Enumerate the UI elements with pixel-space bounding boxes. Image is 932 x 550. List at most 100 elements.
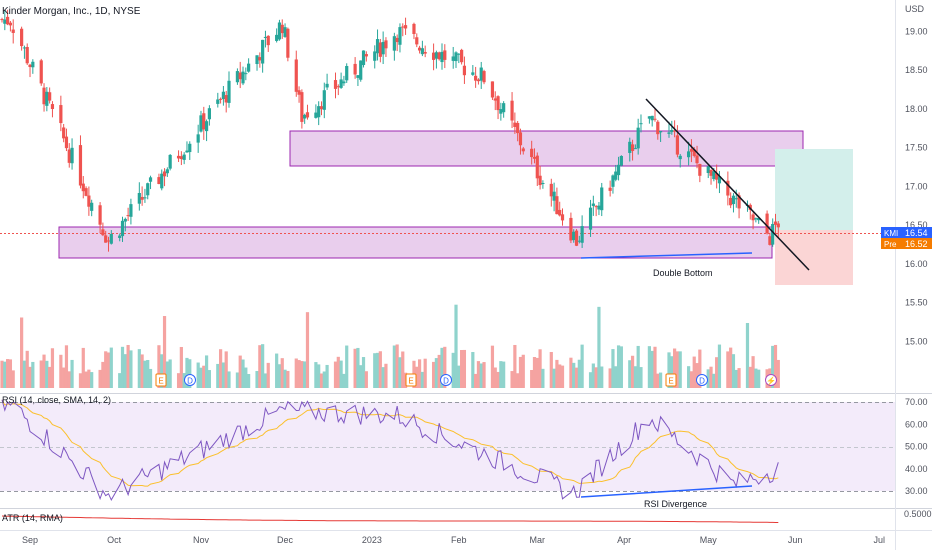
- volume-bar: [176, 373, 181, 388]
- rsi-divergence-line[interactable]: [580, 485, 753, 498]
- candle-body: [67, 149, 71, 163]
- candle-body: [594, 206, 598, 208]
- price-tick-label: 17.50: [905, 143, 928, 153]
- candle-body: [476, 79, 481, 82]
- candle-body: [216, 99, 220, 104]
- candle-body: [176, 155, 181, 159]
- candle-body: [560, 214, 565, 221]
- volume-bar: [238, 355, 242, 388]
- support-zone[interactable]: [58, 226, 773, 259]
- volume-bar: [614, 366, 618, 388]
- volume-bar: [247, 373, 251, 388]
- candle-body: [104, 235, 108, 243]
- earnings-icon: [405, 373, 417, 387]
- volume-bar: [594, 367, 598, 388]
- candle-body: [373, 51, 377, 61]
- volume-bar: [600, 366, 604, 388]
- candle-body: [227, 80, 231, 103]
- event-marker-dividend[interactable]: D: [440, 374, 452, 386]
- candle-body: [633, 148, 637, 150]
- event-marker-earnings[interactable]: E: [155, 373, 167, 387]
- volume-bar: [776, 359, 780, 388]
- double-bottom-label: Double Bottom: [653, 268, 713, 278]
- event-markers[interactable]: E D E D E D ⚡: [155, 373, 777, 387]
- volume-bar: [78, 373, 83, 388]
- volume-bar: [48, 366, 52, 388]
- volume-bar: [745, 323, 750, 388]
- rsi-tick-label: 60.00: [905, 419, 928, 429]
- price-axis[interactable]: 19.00 18.50 18.00 17.50 17.00 16.50 16.00 15.50…: [905, 26, 928, 346]
- volume-bar: [569, 357, 573, 388]
- volume-bar: [734, 369, 738, 388]
- volume-bar: [345, 345, 349, 388]
- volume-bar: [513, 344, 517, 388]
- volume-bar: [695, 363, 699, 388]
- candle-body: [619, 155, 623, 166]
- event-marker-earnings[interactable]: E: [405, 373, 417, 387]
- candle-body: [266, 35, 270, 46]
- event-marker-dividend[interactable]: D: [184, 374, 196, 386]
- time-axis[interactable]: Sep Oct Nov Dec 2023 Feb Mar Apr May Jun Jul: [22, 535, 885, 545]
- event-marker-split[interactable]: ⚡: [765, 374, 777, 386]
- dividend-icon: [184, 374, 196, 386]
- volume-bar: [479, 363, 483, 388]
- candle-body: [244, 73, 248, 75]
- volume-bar: [712, 373, 716, 388]
- volume-bar: [381, 367, 385, 388]
- candle-body: [140, 196, 144, 200]
- candle-body: [241, 71, 245, 84]
- volume-bar: [692, 356, 696, 388]
- volume-bar: [401, 351, 405, 388]
- volume-bar: [98, 369, 102, 388]
- candle-body: [434, 52, 438, 59]
- candle-body: [692, 149, 696, 156]
- volume-bar: [678, 351, 682, 388]
- resistance-zone[interactable]: [289, 130, 804, 167]
- candle-body: [375, 39, 380, 54]
- volume-bar: [277, 364, 282, 388]
- price-tick-label: 19.00: [905, 26, 928, 36]
- double-bottom-line[interactable]: [580, 252, 753, 259]
- volume-bar: [658, 372, 663, 388]
- candle-body: [31, 61, 35, 68]
- stop-box[interactable]: [775, 230, 853, 285]
- volume-bar: [532, 357, 537, 388]
- candle-body: [314, 112, 318, 118]
- volume-bar: [628, 360, 632, 388]
- rsi-tick-label: 40.00: [905, 464, 928, 474]
- candle-body: [218, 98, 223, 100]
- candle-body: [420, 48, 424, 55]
- candle-body: [263, 36, 268, 38]
- candle-body: [471, 72, 475, 75]
- volume-bar: [305, 312, 310, 388]
- candle-body: [28, 64, 32, 68]
- event-marker-dividend[interactable]: D: [696, 374, 708, 386]
- candle-body: [185, 150, 189, 153]
- time-tick-label: Mar: [530, 535, 546, 545]
- candle-body: [731, 195, 736, 205]
- volume-bar: [221, 362, 226, 388]
- atr-legend: ATR (14, RMA): [2, 513, 63, 523]
- candle-body: [356, 75, 360, 78]
- volume-bar: [356, 347, 360, 388]
- candle-body: [118, 235, 122, 238]
- candle-body: [120, 220, 125, 237]
- volume-bar: [555, 359, 559, 388]
- rsi-axis[interactable]: 70.00 60.00 50.00 40.00 30.00: [905, 397, 928, 496]
- volume-bar: [20, 317, 24, 388]
- candle-body: [636, 127, 640, 149]
- volume-bar: [109, 347, 113, 388]
- volume-bar: [196, 362, 200, 388]
- target-box[interactable]: [775, 149, 853, 230]
- volume-bar: [757, 369, 761, 388]
- candle-body: [496, 96, 500, 111]
- volume-bar: [101, 361, 105, 388]
- volume-bar: [143, 360, 147, 388]
- candle-body: [460, 49, 464, 63]
- descending-trendline[interactable]: [645, 98, 810, 271]
- candle-body: [754, 218, 758, 220]
- candle-body: [580, 226, 584, 243]
- event-marker-earnings[interactable]: E: [665, 373, 677, 387]
- candle-body: [235, 71, 240, 83]
